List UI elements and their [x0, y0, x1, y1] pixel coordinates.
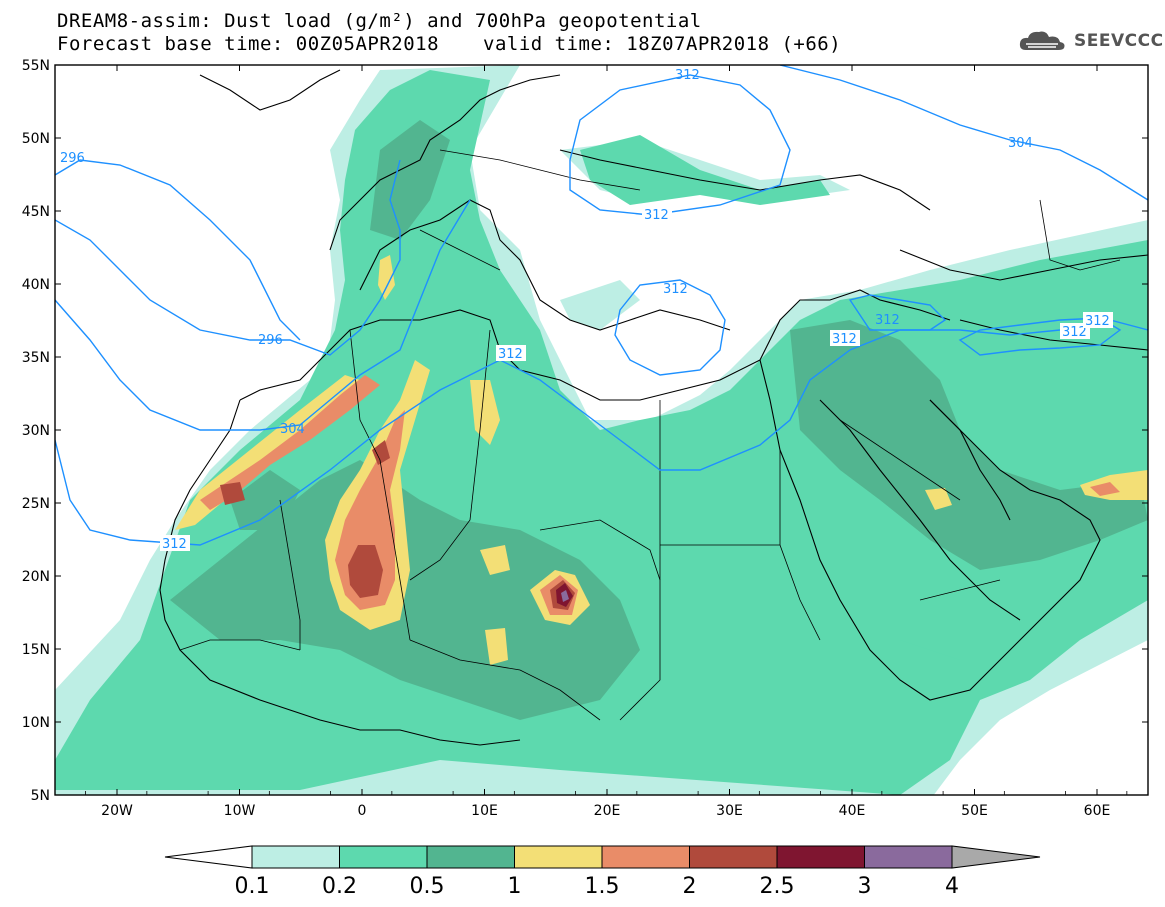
contour-label-304: 304: [280, 422, 305, 437]
colorbar-segment: [601, 845, 690, 869]
lon-tick-label: 10E: [471, 803, 498, 819]
contour-label-312: 312: [1085, 314, 1110, 329]
colorbar-label: 1: [508, 874, 522, 899]
colorbar-segment: [864, 845, 953, 869]
country-borders: [179, 149, 1121, 721]
seevccc-logo: SEEVCCC: [1018, 28, 1164, 54]
logo-text: SEEVCCC: [1074, 31, 1164, 51]
coastlines: [159, 69, 1148, 746]
colorbar-label: 2.5: [760, 874, 795, 899]
lat-tick-label: 25N: [22, 496, 50, 512]
colorbar-label: 0.5: [410, 874, 445, 899]
lat-tick-label: 50N: [22, 131, 50, 147]
contour-label-312: 312: [663, 282, 688, 297]
contour-label-312: 312: [875, 313, 900, 328]
contour-label-312: 312: [498, 347, 523, 362]
lat-tick-label: 35N: [22, 350, 50, 366]
lat-tick-label: 30N: [22, 423, 50, 439]
contour-label-304: 304: [1008, 136, 1033, 151]
colorbar-segment: [689, 845, 778, 869]
colorbar-under-triangle: [164, 845, 253, 869]
lon-tick-label: 50E: [961, 803, 988, 819]
valid-time: valid time: 18Z07APR2018 (+66): [483, 33, 842, 55]
longitude-axis: 20W 10W 0 10E 20E 30E 40E 50E 60E: [85, 65, 1128, 819]
lat-tick-label: 45N: [22, 204, 50, 220]
dust-level-3: [561, 590, 569, 602]
lon-tick-label: 40E: [839, 803, 866, 819]
lon-tick-label: 10W: [224, 803, 256, 819]
contour-label-312: 312: [1062, 325, 1087, 340]
contour-label-312: 312: [644, 208, 669, 223]
lat-tick-label: 15N: [22, 642, 50, 658]
lon-tick-label: 20E: [594, 803, 621, 819]
colorbar-segment: [776, 845, 865, 869]
colorbar-over-triangle: [951, 845, 1041, 869]
latitude-axis: 55N 50N 45N 40N 35N 30N 25N 20N 15N 10N 5N: [22, 58, 1148, 804]
contour-labels: 296 296 304 304 312 312 312 312 312 312 …: [60, 68, 1113, 552]
lon-tick-label: 30E: [716, 803, 743, 819]
lat-tick-label: 55N: [22, 58, 50, 74]
colorbar-segment: [426, 845, 515, 869]
lon-tick-label: 20W: [101, 803, 133, 819]
geopotential-contours: [55, 65, 1148, 546]
map-title: DREAM8-assim: Dust load (g/m²) and 700hP…: [57, 10, 702, 32]
lat-tick-label: 20N: [22, 569, 50, 585]
forecast-base-time: Forecast base time: 00Z05APR2018: [57, 33, 440, 55]
colorbar-label: 4: [945, 874, 959, 899]
contour-label-296: 296: [258, 333, 283, 348]
cloud-icon: [1019, 31, 1065, 50]
contour-label-312: 312: [832, 332, 857, 347]
contour-label-312: 312: [675, 68, 700, 83]
contour-label-312: 312: [162, 537, 187, 552]
lat-tick-label: 40N: [22, 277, 50, 293]
lat-tick-label: 5N: [31, 788, 50, 804]
contour-label-296: 296: [60, 151, 85, 166]
colorbar: 0.1 0.2 0.5 1 1.5 2 2.5 3 4: [164, 845, 1041, 899]
colorbar-label: 0.1: [235, 874, 270, 899]
colorbar-segment: [251, 845, 340, 869]
colorbar-label: 3: [858, 874, 872, 899]
colorbar-segment: [339, 845, 428, 869]
colorbar-segment: [514, 845, 603, 869]
colorbar-label: 1.5: [585, 874, 620, 899]
lon-tick-label: 0: [358, 803, 367, 819]
colorbar-label: 2: [683, 874, 697, 899]
colorbar-label: 0.2: [322, 874, 357, 899]
lon-tick-label: 60E: [1084, 803, 1111, 819]
lat-tick-label: 10N: [22, 715, 50, 731]
